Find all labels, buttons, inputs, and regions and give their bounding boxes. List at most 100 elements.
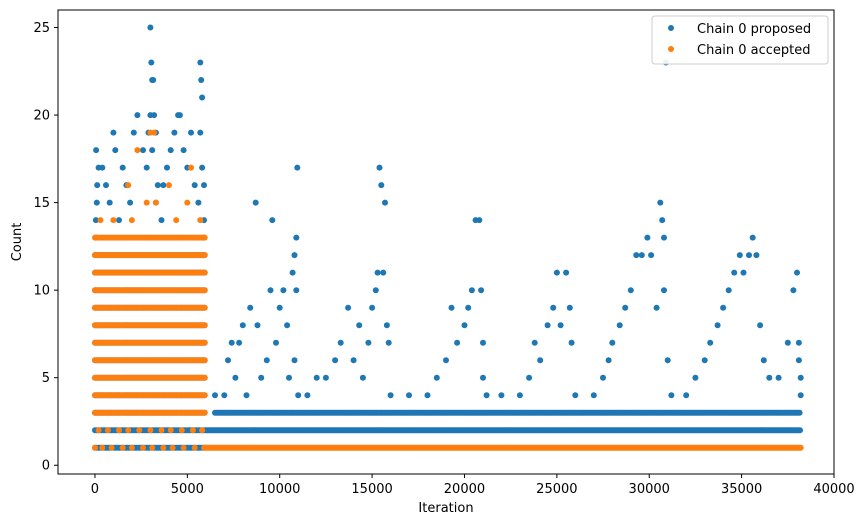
accepted-point (201, 287, 208, 294)
x-tick-label: 25000 (536, 482, 577, 497)
proposed-point (661, 234, 667, 241)
x-tick-label: 30000 (629, 482, 670, 497)
proposed-point (304, 392, 311, 399)
proposed-point (627, 287, 634, 294)
accepted-point (201, 409, 208, 416)
proposed-point (269, 217, 276, 224)
proposed-point (784, 339, 791, 346)
proposed-point (119, 164, 126, 171)
legend-marker-accepted (668, 46, 674, 52)
legend-box (651, 15, 829, 65)
proposed-point (247, 304, 254, 311)
proposed-point (668, 392, 675, 399)
proposed-point (683, 392, 690, 399)
accepted-point (201, 357, 208, 364)
proposed-point (406, 392, 412, 399)
proposed-point (382, 199, 388, 206)
proposed-point (150, 77, 157, 83)
proposed-point (254, 322, 261, 329)
proposed-point (531, 339, 538, 346)
proposed-point (171, 129, 178, 136)
proposed-point (293, 287, 300, 294)
accepted-point (180, 444, 187, 451)
data-points (92, 24, 804, 451)
accepted-point (189, 427, 196, 434)
proposed-point (797, 392, 804, 399)
accepted-point (149, 444, 156, 451)
proposed-point (725, 287, 732, 294)
proposed-point (176, 112, 183, 119)
y-tick-label: 15 (33, 196, 50, 211)
accepted-point (201, 252, 208, 259)
y-axis-label: Count (10, 223, 25, 262)
proposed-point (568, 339, 575, 346)
proposed-point (160, 182, 167, 189)
proposed-point (385, 339, 392, 346)
proposed-point (201, 182, 207, 189)
proposed-point (356, 322, 363, 329)
proposed-point (199, 94, 206, 101)
proposed-point (659, 217, 666, 224)
accepted-point (201, 234, 208, 241)
proposed-point (289, 269, 296, 276)
proposed-point (454, 339, 461, 346)
accepted-point (178, 427, 185, 434)
y-tick-label: 25 (33, 21, 50, 36)
proposed-point (795, 357, 802, 364)
accepted-point (201, 374, 208, 381)
proposed-point (638, 252, 645, 259)
proposed-point (757, 322, 764, 329)
accepted-point (128, 217, 135, 224)
proposed-point (526, 374, 533, 381)
proposed-point (180, 147, 187, 154)
proposed-point (106, 199, 113, 206)
proposed-point (350, 357, 357, 364)
proposed-point (443, 357, 449, 364)
proposed-point (550, 304, 557, 311)
proposed-point (753, 252, 760, 259)
accepted-point (158, 427, 165, 434)
accepted-point (92, 444, 98, 451)
proposed-point (197, 59, 204, 66)
proposed-point (563, 269, 570, 276)
proposed-point (291, 357, 298, 364)
proposed-point (544, 322, 551, 329)
plot-frame (57, 9, 835, 475)
proposed-point (93, 199, 100, 206)
proposed-point (345, 304, 352, 311)
accepted-point (110, 217, 117, 224)
accepted-point (201, 269, 208, 276)
proposed-point (648, 252, 655, 259)
legend-label-proposed: Chain 0 proposed (697, 22, 811, 37)
proposed-point (448, 304, 455, 311)
x-tick-label: 0 (91, 482, 99, 497)
proposed-point (383, 322, 390, 329)
y-tick-label: 10 (33, 284, 50, 299)
accepted-point (173, 217, 180, 224)
proposed-point (236, 339, 243, 346)
proposed-point (609, 339, 616, 346)
proposed-point (720, 304, 727, 311)
proposed-point (154, 182, 161, 189)
proposed-point (93, 147, 100, 154)
proposed-point (199, 164, 206, 171)
proposed-point (149, 147, 156, 154)
proposed-point (605, 357, 612, 364)
proposed-point (134, 112, 141, 119)
x-tick-label: 5000 (171, 482, 204, 497)
accepted-point (116, 427, 122, 434)
proposed-point (365, 339, 372, 346)
proposed-point (516, 392, 523, 399)
accepted-point (201, 392, 208, 399)
accepted-point (191, 444, 198, 451)
accepted-point (197, 217, 204, 224)
proposed-point (644, 234, 651, 241)
proposed-point (600, 374, 606, 381)
y-axis-ticks: 0 5 10 15 20 25 (33, 21, 58, 474)
proposed-point (424, 392, 431, 399)
proposed-point (557, 322, 564, 329)
proposed-point (294, 164, 301, 171)
accepted-point (165, 182, 172, 189)
accepted-point (95, 427, 102, 434)
